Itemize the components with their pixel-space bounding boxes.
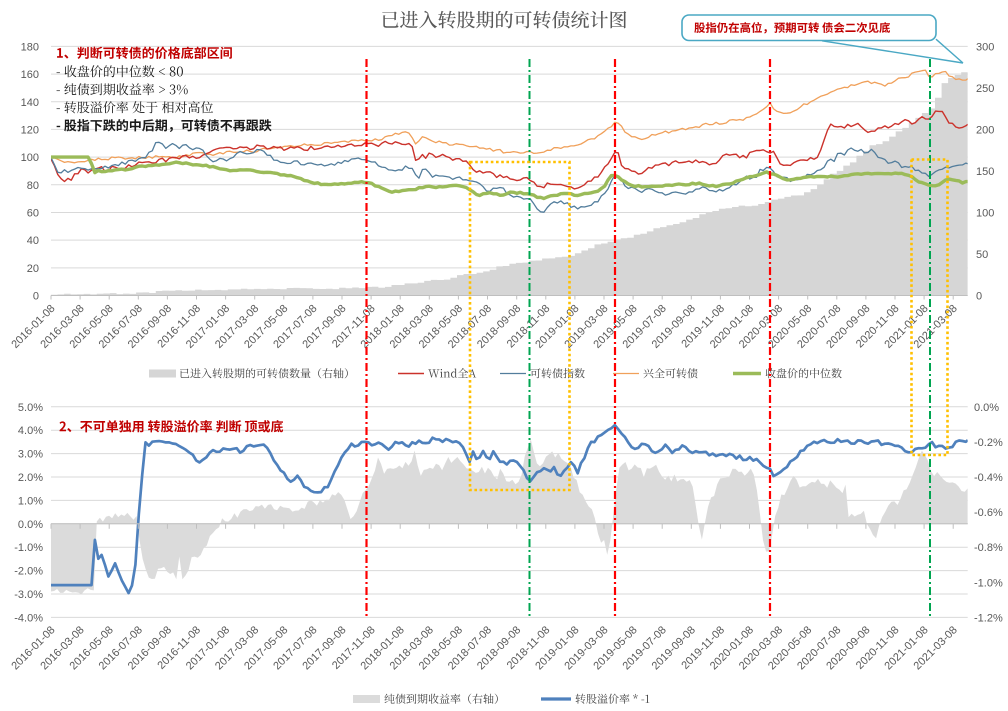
svg-text:20: 20 [27,263,39,275]
svg-text:40: 40 [27,235,39,247]
svg-text:150: 150 [976,166,994,178]
svg-text:-0.8%: -0.8% [974,542,1003,554]
svg-text:0.0%: 0.0% [18,519,43,531]
svg-text:1.0%: 1.0% [18,495,43,507]
svg-text:3.0%: 3.0% [18,449,43,461]
svg-text:4.0%: 4.0% [18,425,43,437]
svg-text:120: 120 [21,124,39,136]
svg-text:0: 0 [976,291,982,303]
svg-text:50: 50 [976,249,988,261]
svg-text:300: 300 [976,41,994,53]
svg-text:0: 0 [33,291,39,303]
svg-text:-2.0%: -2.0% [14,566,43,578]
svg-text:-0.2%: -0.2% [974,437,1003,449]
svg-text:250: 250 [976,83,994,95]
svg-text:2.0%: 2.0% [18,472,43,484]
svg-text:-1.2%: -1.2% [974,612,1003,624]
svg-text:140: 140 [21,97,39,109]
svg-text:-3.0%: -3.0% [14,589,43,601]
svg-text:80: 80 [27,180,39,192]
svg-text:180: 180 [21,41,39,53]
svg-text:-4.0%: -4.0% [14,612,43,624]
svg-text:-1.0%: -1.0% [14,542,43,554]
svg-text:-1.0%: -1.0% [974,577,1003,589]
svg-text:5.0%: 5.0% [18,402,43,414]
svg-text:100: 100 [21,152,39,164]
svg-text:100: 100 [976,208,994,220]
svg-text:0.0%: 0.0% [974,402,999,414]
svg-text:200: 200 [976,124,994,136]
svg-text:-0.6%: -0.6% [974,507,1003,519]
svg-text:160: 160 [21,69,39,81]
svg-text:-0.4%: -0.4% [974,472,1003,484]
svg-text:60: 60 [27,208,39,220]
